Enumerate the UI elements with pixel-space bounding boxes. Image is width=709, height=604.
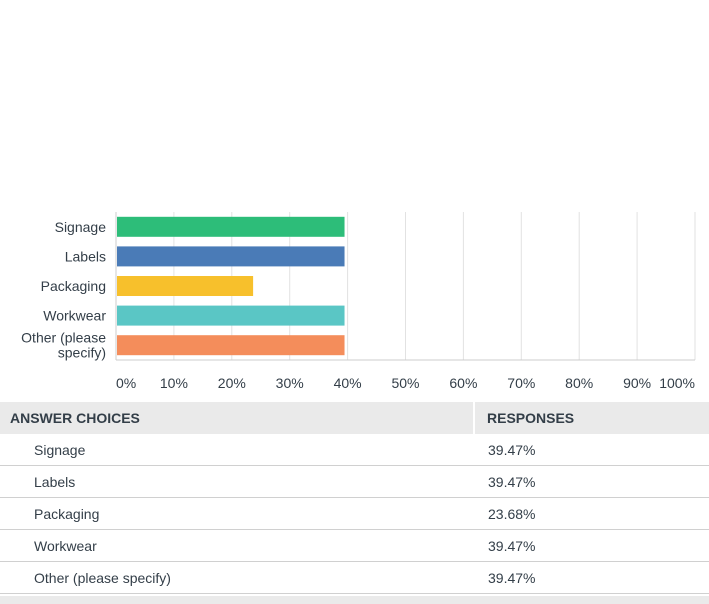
x-tick-label: 80% (565, 375, 593, 391)
answer-choice-cell: Labels (0, 465, 474, 498)
table-row: Packaging 23.68% (0, 497, 709, 530)
x-tick-label: 10% (160, 375, 188, 391)
category-label: Packaging (41, 278, 106, 294)
x-tick-label: 40% (334, 375, 362, 391)
category-label: Labels (65, 248, 106, 264)
table-row: Other (please specify) 39.47% (0, 561, 709, 594)
x-tick-label: 20% (218, 375, 246, 391)
bar-chart: Signage Labels Packaging Workwear Other (ple… (21, 212, 696, 391)
table-row: Workwear 39.47% (0, 529, 709, 562)
response-value-cell: 23.68% (474, 497, 709, 530)
response-value-cell: 39.47% (474, 529, 709, 562)
x-tick-label: 90% (623, 375, 651, 391)
bar (117, 305, 345, 326)
bar (117, 335, 345, 356)
answer-choice-cell: Packaging (0, 497, 474, 530)
table-header-row: ANSWER CHOICES RESPONSES (0, 402, 709, 434)
response-value-cell: 39.47% (474, 465, 709, 498)
response-value-cell: 39.47% (474, 561, 709, 594)
x-tick-label: 60% (449, 375, 477, 391)
category-label: Other (please (21, 330, 106, 346)
x-tick-label: 0% (116, 375, 136, 391)
answer-choices-header: ANSWER CHOICES (0, 402, 474, 434)
response-value-cell: 39.47% (474, 434, 709, 466)
x-tick-label: 100% (659, 375, 695, 391)
table-footer (0, 596, 709, 604)
x-tick-label: 30% (276, 375, 304, 391)
category-label: Workwear (43, 308, 106, 324)
category-label: Signage (55, 219, 107, 235)
answer-choice-cell: Other (please specify) (0, 561, 474, 594)
responses-header: RESPONSES (473, 402, 709, 434)
answer-choice-cell: Signage (0, 434, 474, 466)
table-row: Labels 39.47% (0, 465, 709, 498)
x-tick-label: 70% (507, 375, 535, 391)
bar (117, 276, 254, 296)
bar (117, 216, 345, 237)
category-label: specify) (58, 345, 106, 361)
bar (117, 246, 345, 267)
responses-table: ANSWER CHOICES RESPONSES Signage 39.47% … (0, 402, 709, 594)
answer-choice-cell: Workwear (0, 529, 474, 562)
table-row: Signage 39.47% (0, 434, 709, 466)
x-tick-label: 50% (391, 375, 419, 391)
